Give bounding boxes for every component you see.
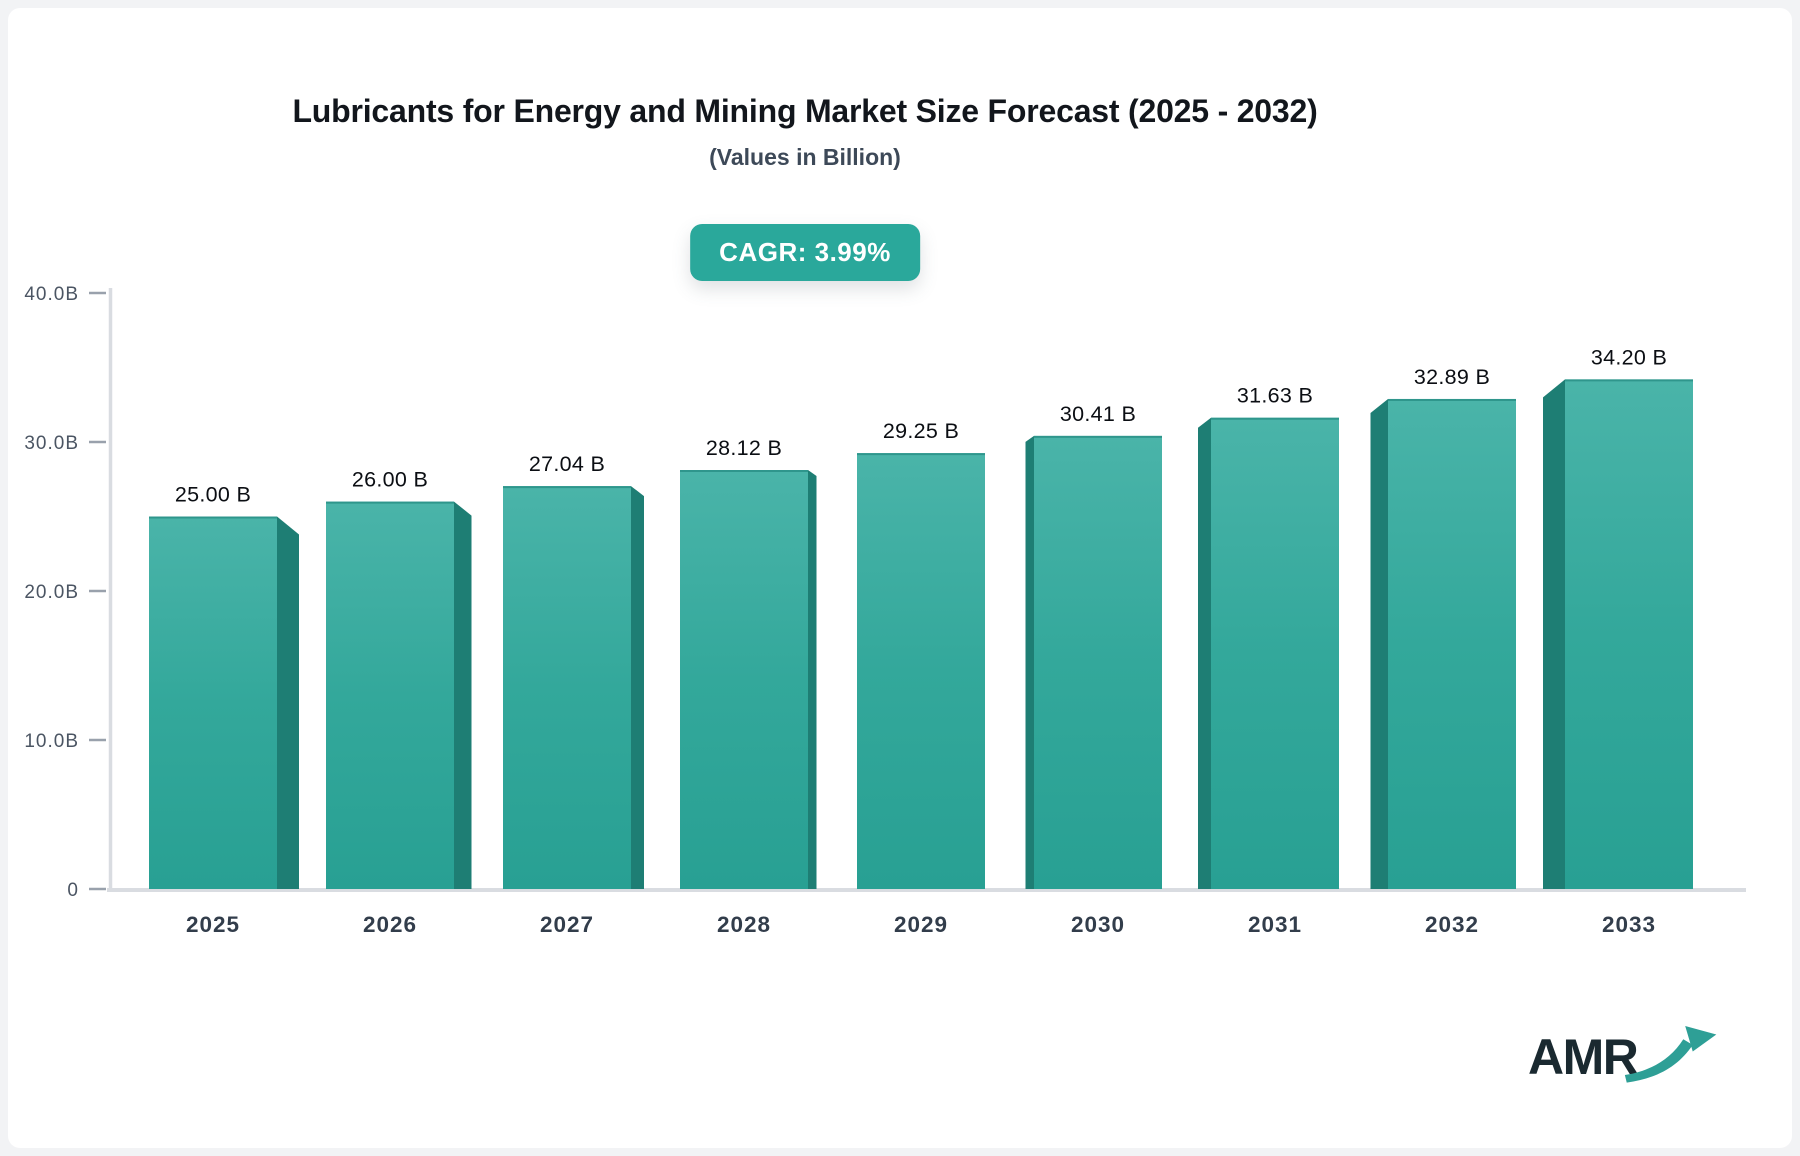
bar-2027[interactable]	[503, 486, 644, 889]
y-axis-label: 30.0B	[24, 433, 79, 454]
bar-side-face	[1543, 379, 1565, 889]
bar-value-label: 30.41 B	[1060, 402, 1136, 426]
bar-2025[interactable]	[149, 516, 299, 890]
bar-2029[interactable]	[857, 453, 985, 889]
bar-front-face[interactable]	[857, 453, 985, 889]
bar-side-face	[277, 516, 299, 889]
x-axis-label: 2026	[363, 912, 417, 937]
chart-title: Lubricants for Energy and Mining Market …	[292, 93, 1318, 129]
bar-value-label: 27.04 B	[529, 452, 605, 476]
bar-value-label: 34.20 B	[1591, 345, 1667, 369]
bar-2030[interactable]	[1025, 435, 1163, 889]
bar-2026[interactable]	[326, 501, 472, 889]
bar-front-face[interactable]	[680, 470, 808, 889]
amr-logo: AMR	[1528, 1026, 1721, 1092]
bar-2033[interactable]	[1543, 379, 1693, 889]
chart-header: Lubricants for Energy and Mining Market …	[0, 92, 1610, 171]
bar-front-face[interactable]	[149, 516, 277, 890]
bar-side-face	[1198, 417, 1211, 889]
bar-value-label: 29.25 B	[883, 419, 959, 443]
bar-2031[interactable]	[1198, 417, 1339, 889]
bar-side-face	[631, 486, 644, 889]
bar-front-face[interactable]	[1565, 379, 1693, 889]
growth-arrow-icon	[1625, 1026, 1717, 1083]
bar-front-face[interactable]	[326, 501, 454, 889]
x-axis-label: 2030	[1071, 912, 1125, 937]
bar-value-label: 31.63 B	[1237, 384, 1313, 408]
bar-value-label: 25.00 B	[175, 483, 251, 507]
y-axis-label: 20.0B	[24, 582, 79, 603]
bar-2032[interactable]	[1370, 398, 1517, 889]
bar-front-face[interactable]	[1034, 435, 1162, 889]
bar-side-face	[1370, 398, 1388, 889]
x-axis-label: 2033	[1602, 912, 1656, 937]
x-axis-label: 2031	[1248, 912, 1302, 937]
bar-value-label: 28.12 B	[706, 436, 782, 460]
bar-front-face[interactable]	[503, 486, 631, 889]
bar-value-label: 32.89 B	[1414, 365, 1490, 389]
bar-side-face	[1025, 435, 1034, 889]
bar-front-face[interactable]	[1211, 417, 1339, 889]
x-axis-label: 2028	[717, 912, 771, 937]
x-axis-label: 2027	[540, 912, 594, 937]
cagr-badge: CAGR: 3.99%	[690, 224, 920, 281]
bar-side-face	[808, 470, 817, 889]
y-axis-label: 40.0B	[24, 284, 79, 305]
bar-side-face	[454, 501, 472, 889]
bar-front-face[interactable]	[1388, 398, 1516, 889]
x-axis-label: 2029	[894, 912, 948, 937]
bar-value-label: 26.00 B	[352, 468, 428, 492]
bar-2028[interactable]	[680, 470, 817, 889]
x-axis-label: 2025	[186, 912, 240, 937]
y-axis-label: 10.0B	[24, 731, 79, 752]
y-axis-label: 0	[67, 880, 79, 901]
x-axis-label: 2032	[1425, 912, 1479, 937]
chart-subtitle: (Values in Billion)	[709, 144, 901, 171]
amr-logo-text: AMR	[1528, 1029, 1639, 1085]
